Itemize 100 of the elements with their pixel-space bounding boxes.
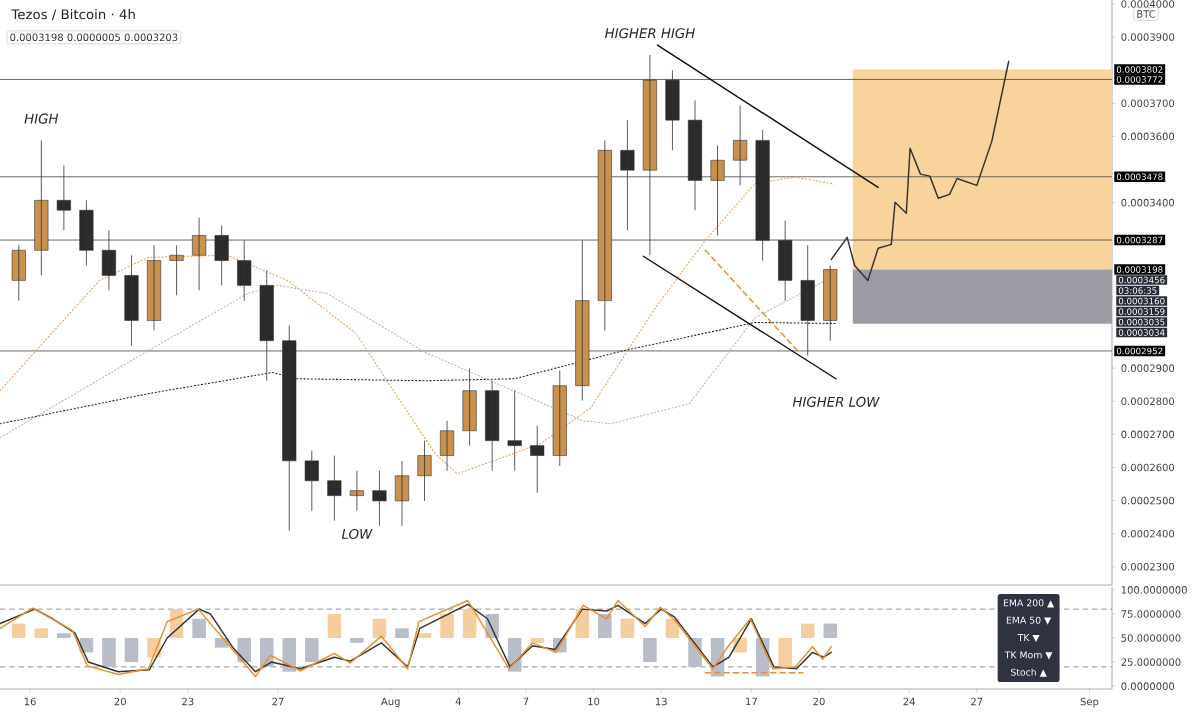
bar — [124, 638, 139, 663]
annotation: HIGHER HIGH — [605, 28, 695, 39]
candlestick — [597, 139, 612, 331]
text: 0.0003035 — [1118, 318, 1165, 326]
x-tick-label: 20 — [114, 697, 126, 706]
y2-tick-label: 0.0003772 — [1116, 76, 1163, 83]
y-axis-title: BTC — [1137, 10, 1156, 18]
candlestick — [755, 129, 770, 261]
bar — [395, 628, 409, 639]
x-tick-label: 4 — [455, 697, 461, 706]
x-tick-label: 27 — [272, 697, 284, 706]
y-tick-label: 0.0002300 — [1121, 563, 1175, 571]
y-tick-label: 0.0002600 — [1121, 463, 1175, 472]
y-tick-label: 0.0004000 — [1121, 0, 1175, 8]
candlestick — [124, 254, 139, 347]
bar — [237, 638, 251, 663]
x-tick-label: 20 — [813, 697, 825, 706]
bar — [282, 638, 297, 672]
bar — [12, 623, 26, 639]
bar — [350, 638, 364, 643]
x-tick-label: 16 — [24, 697, 36, 706]
candlestick — [56, 164, 71, 231]
y-tick-label: 0.0002900 — [1121, 364, 1175, 372]
bar — [34, 628, 49, 639]
y-tick-label: 75.0000000 — [1121, 610, 1181, 618]
y2-tick-label: 0.0003478 — [1116, 173, 1163, 181]
bar — [102, 638, 116, 667]
candlestick — [620, 119, 635, 231]
y-tick-label: 25.0000000 — [1121, 658, 1181, 666]
annotation: HIGHER LOW — [792, 396, 880, 407]
y-tick-label: 0.0003900 — [1121, 33, 1175, 41]
bar — [327, 613, 342, 639]
y2-tick-label: 0.0003287 — [1116, 236, 1163, 244]
candlestick — [349, 470, 364, 512]
bar — [57, 633, 71, 639]
candlestick — [214, 225, 229, 286]
x-tick-label: 13 — [655, 697, 667, 706]
bar — [372, 618, 387, 639]
candlestick — [552, 370, 567, 467]
candlestick — [778, 220, 793, 302]
y-tick-label: 50.0000000 — [1121, 634, 1181, 642]
bar — [462, 609, 477, 639]
y-tick-label: 0.0002400 — [1121, 529, 1175, 538]
y2-tick-label: 0.0003802 — [1116, 66, 1163, 73]
x-tick-label: 23 — [182, 697, 194, 706]
text: 0.0003456 — [1118, 276, 1165, 284]
text: 03:06:35 — [1118, 287, 1157, 294]
candlestick — [327, 455, 342, 522]
y-tick-label: 0.0003400 — [1121, 198, 1175, 207]
candlestick — [169, 244, 184, 296]
candlestick — [665, 69, 680, 151]
text: 0.0003159 — [1118, 308, 1165, 315]
x-tick-label: Sep — [1080, 697, 1099, 708]
annotation: EMA 50 ▼ — [1006, 616, 1052, 625]
y-tick-label: 0.0003600 — [1121, 132, 1175, 141]
bar — [440, 613, 454, 639]
y-tick-label: 0.0002800 — [1121, 397, 1175, 406]
x-tick-label: Aug — [381, 697, 400, 708]
text: 0.0003198 0.0000005 0.0003203 — [10, 33, 178, 42]
candlestick — [417, 440, 432, 502]
annotation: EMA 200 ▲ — [1003, 599, 1055, 608]
y2-tick-label: 0.0002952 — [1116, 347, 1163, 355]
y2-tick-label: 0.0003198 — [1116, 266, 1163, 273]
y-tick-label: 100.0000000 — [1121, 586, 1187, 594]
candlestick — [11, 244, 26, 302]
bar — [823, 623, 838, 639]
candlestick — [394, 460, 410, 527]
bar — [530, 638, 544, 643]
text: Tezos / Bitcoin · 4h — [11, 8, 135, 21]
candlestick — [34, 139, 49, 276]
candlestick — [710, 144, 725, 236]
bar — [643, 638, 657, 663]
candlestick — [192, 217, 207, 291]
candlestick — [79, 199, 94, 266]
annotation: HIGH — [24, 113, 59, 124]
annotation: TK Mom ▼ — [1004, 651, 1053, 660]
x-tick-label: 24 — [903, 697, 915, 706]
bar — [598, 613, 612, 639]
candlestick — [304, 450, 319, 512]
x-tick-label: 10 — [588, 697, 600, 706]
annotation: LOW — [341, 528, 373, 539]
bar — [417, 633, 432, 639]
x-tick-label: 27 — [971, 697, 983, 706]
annotation: Stoch ▲ — [1010, 668, 1047, 677]
annotation: TK ▼ — [1017, 634, 1040, 643]
bar — [620, 618, 635, 639]
candlestick — [237, 239, 252, 302]
y-tick-label: 0.0000000 — [1121, 682, 1175, 690]
text: 0.0003160 — [1118, 297, 1165, 305]
bar — [778, 638, 792, 667]
y-tick-label: 0.0002500 — [1121, 496, 1175, 505]
bar — [800, 623, 815, 639]
y-tick-label: 0.0002700 — [1121, 430, 1175, 439]
x-tick-label: 17 — [746, 697, 757, 706]
text: 0.0003034 — [1118, 329, 1165, 336]
candlestick — [372, 470, 387, 527]
x-tick-label: 7 — [523, 697, 529, 706]
candlestick — [507, 390, 522, 472]
bar — [305, 638, 319, 663]
candlestick — [530, 425, 545, 494]
